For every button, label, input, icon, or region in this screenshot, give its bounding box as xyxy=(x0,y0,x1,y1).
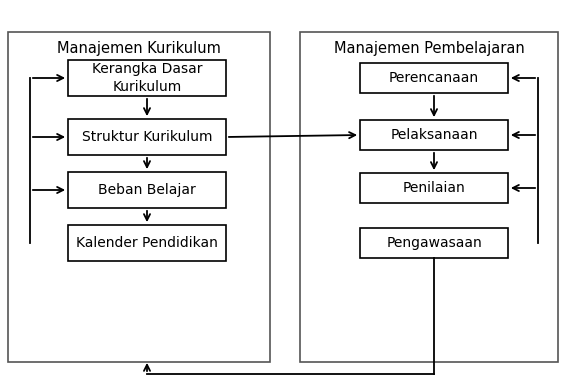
Text: Pelaksanaan: Pelaksanaan xyxy=(390,128,478,142)
Bar xyxy=(8,32,270,362)
Bar xyxy=(68,119,226,155)
Bar xyxy=(300,32,558,362)
Bar xyxy=(68,172,226,208)
Text: Kerangka Dasar
Kurikulum: Kerangka Dasar Kurikulum xyxy=(92,62,202,93)
Bar xyxy=(68,60,226,96)
Text: Pengawasaan: Pengawasaan xyxy=(386,236,482,250)
Bar xyxy=(360,63,508,93)
Bar xyxy=(360,173,508,203)
Text: Kalender Pendidikan: Kalender Pendidikan xyxy=(76,236,218,250)
Text: Struktur Kurikulum: Struktur Kurikulum xyxy=(82,130,212,144)
Text: Manajemen Kurikulum: Manajemen Kurikulum xyxy=(57,41,221,55)
Bar xyxy=(360,120,508,150)
Text: Beban Belajar: Beban Belajar xyxy=(98,183,196,197)
Text: Manajemen Pembelajaran: Manajemen Pembelajaran xyxy=(334,41,525,55)
Bar xyxy=(68,225,226,261)
Text: Perencanaan: Perencanaan xyxy=(389,71,479,85)
Bar xyxy=(360,228,508,258)
Text: Penilaian: Penilaian xyxy=(403,181,465,195)
